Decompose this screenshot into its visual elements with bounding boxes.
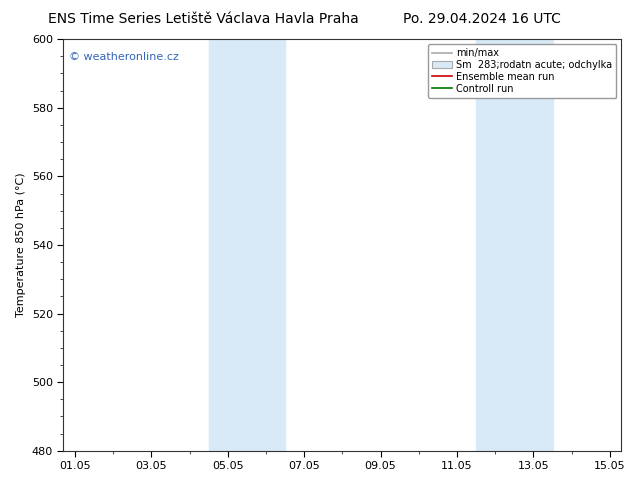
Bar [209,39,247,451]
Y-axis label: Temperature 850 hPa (°C): Temperature 850 hPa (°C) [16,172,26,318]
Text: Po. 29.04.2024 16 UTC: Po. 29.04.2024 16 UTC [403,12,561,26]
Legend: min/max, Sm  283;rodatn acute; odchylka, Ensemble mean run, Controll run: min/max, Sm 283;rodatn acute; odchylka, … [428,44,616,98]
Text: ENS Time Series Letiště Václava Havla Praha: ENS Time Series Letiště Václava Havla Pr… [48,12,358,26]
Bar [514,39,553,451]
Bar [247,39,285,451]
Bar [476,39,514,451]
Text: © weatheronline.cz: © weatheronline.cz [69,51,179,62]
